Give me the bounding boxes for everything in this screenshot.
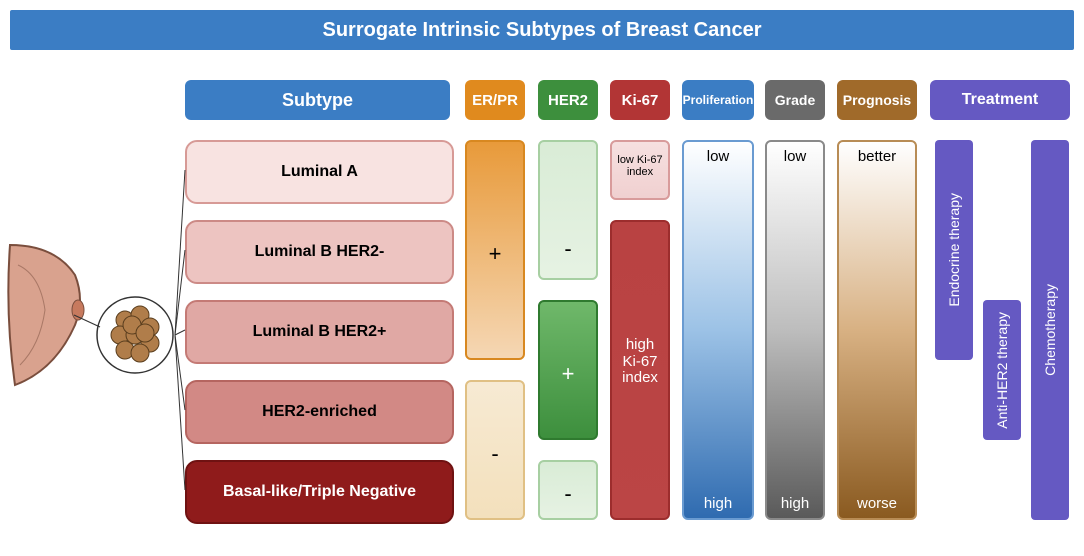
header-treatment: Treatment <box>930 80 1070 120</box>
diagram-canvas: Surrogate Intrinsic Subtypes of Breast C… <box>0 0 1084 556</box>
header-her2: HER2 <box>538 80 598 120</box>
header-grade: Grade <box>765 80 825 120</box>
header-erpr: ER/PR <box>465 80 525 120</box>
header-proliferation: Proliferation <box>682 80 754 120</box>
header-ki67: Ki-67 <box>610 80 670 120</box>
header-prognosis: Prognosis <box>837 80 917 120</box>
